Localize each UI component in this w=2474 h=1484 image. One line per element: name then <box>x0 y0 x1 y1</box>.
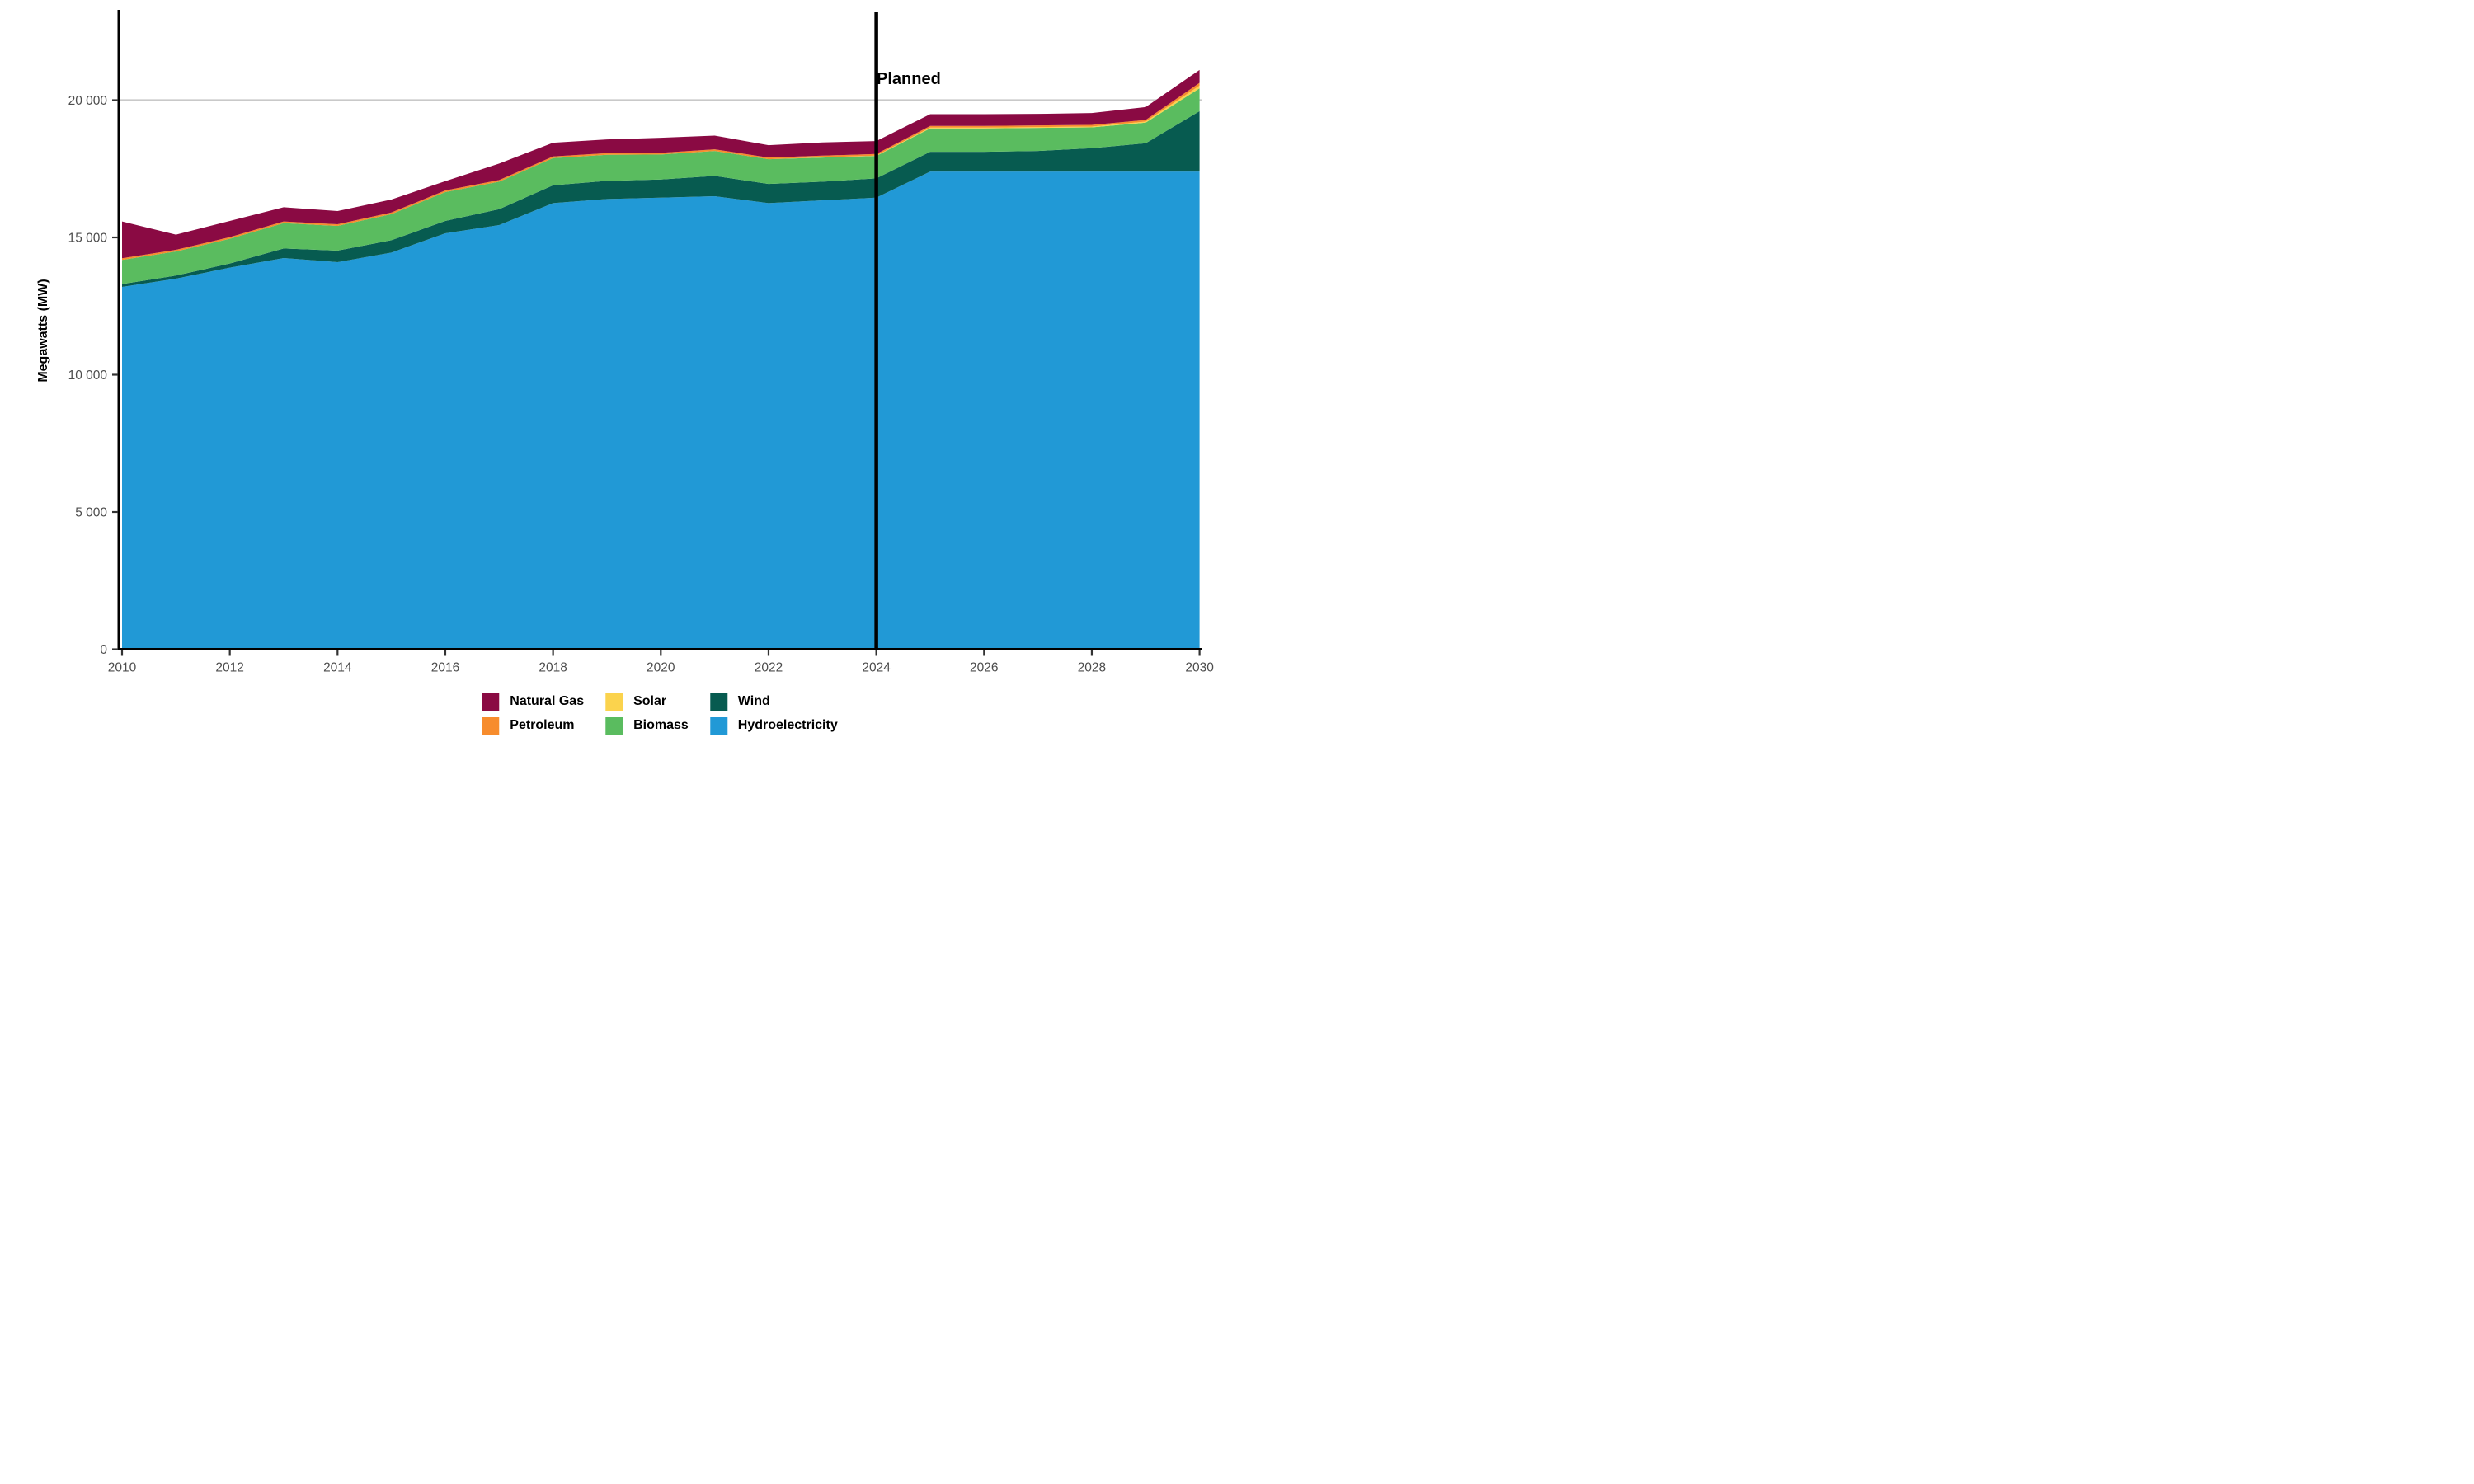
legend-item-solar: Solar <box>605 691 689 712</box>
y-tick-label: 10 000 <box>68 369 108 383</box>
legend-swatch-solar <box>605 693 623 711</box>
x-tick-label: 2028 <box>1078 661 1106 675</box>
y-axis-title: Megawatts (MW) <box>36 279 50 383</box>
x-tick-label: 2016 <box>431 661 459 675</box>
legend-swatch-hydroelectricity <box>709 716 727 735</box>
legend-swatch-wind <box>709 693 727 711</box>
x-tick-label: 2030 <box>1185 661 1214 675</box>
legend-item-wind: Wind <box>709 691 838 712</box>
stacked-area-chart: 0 5 000 10 000 15 000 20 000 2010 2012 2014 2016… <box>68 10 1214 675</box>
legend-label: Natural Gas <box>510 694 585 708</box>
chart-figure: 0 5 000 10 000 15 000 20 000 2010 2012 2014 2016… <box>0 0 1237 742</box>
area-series-biomass <box>122 88 1200 284</box>
legend: Natural Gas Petroleum Solar Biomass Wind Hydr… <box>482 691 838 736</box>
x-tick-label: 2010 <box>108 661 137 675</box>
legend-item-petroleum: Petroleum <box>482 715 584 736</box>
x-tick-label: 2026 <box>970 661 998 675</box>
legend-item-biomass: Biomass <box>605 715 689 736</box>
x-tick-label: 2012 <box>215 661 243 675</box>
legend-swatch-petroleum <box>482 716 500 735</box>
y-tick-label: 5 000 <box>75 506 107 520</box>
legend-swatch-natural-gas <box>482 693 500 711</box>
legend-label: Wind <box>737 694 770 708</box>
legend-label: Biomass <box>633 718 689 732</box>
legend-item-natural-gas: Natural Gas <box>482 691 584 712</box>
x-tick-label: 2018 <box>539 661 567 675</box>
legend-label: Hydroelectricity <box>737 718 838 732</box>
area-series-hydroelectricity <box>122 171 1200 650</box>
y-tick-label: 0 <box>100 643 107 657</box>
x-tick-label: 2014 <box>323 661 352 675</box>
area-series-natural-gas <box>122 69 1200 259</box>
planned-annotation-label: Planned <box>877 70 941 88</box>
area-series-wind <box>122 110 1200 287</box>
y-tick-label: 20 000 <box>68 94 108 108</box>
legend-swatch-biomass <box>605 716 623 735</box>
legend-label: Petroleum <box>510 718 575 732</box>
area-series-petroleum <box>122 82 1200 261</box>
y-tick-label: 15 000 <box>68 232 108 246</box>
x-tick-label: 2024 <box>862 661 891 675</box>
legend-item-hydroelectricity: Hydroelectricity <box>709 715 838 736</box>
legend-label: Solar <box>633 694 667 708</box>
x-tick-label: 2022 <box>755 661 783 675</box>
x-tick-label: 2020 <box>647 661 675 675</box>
